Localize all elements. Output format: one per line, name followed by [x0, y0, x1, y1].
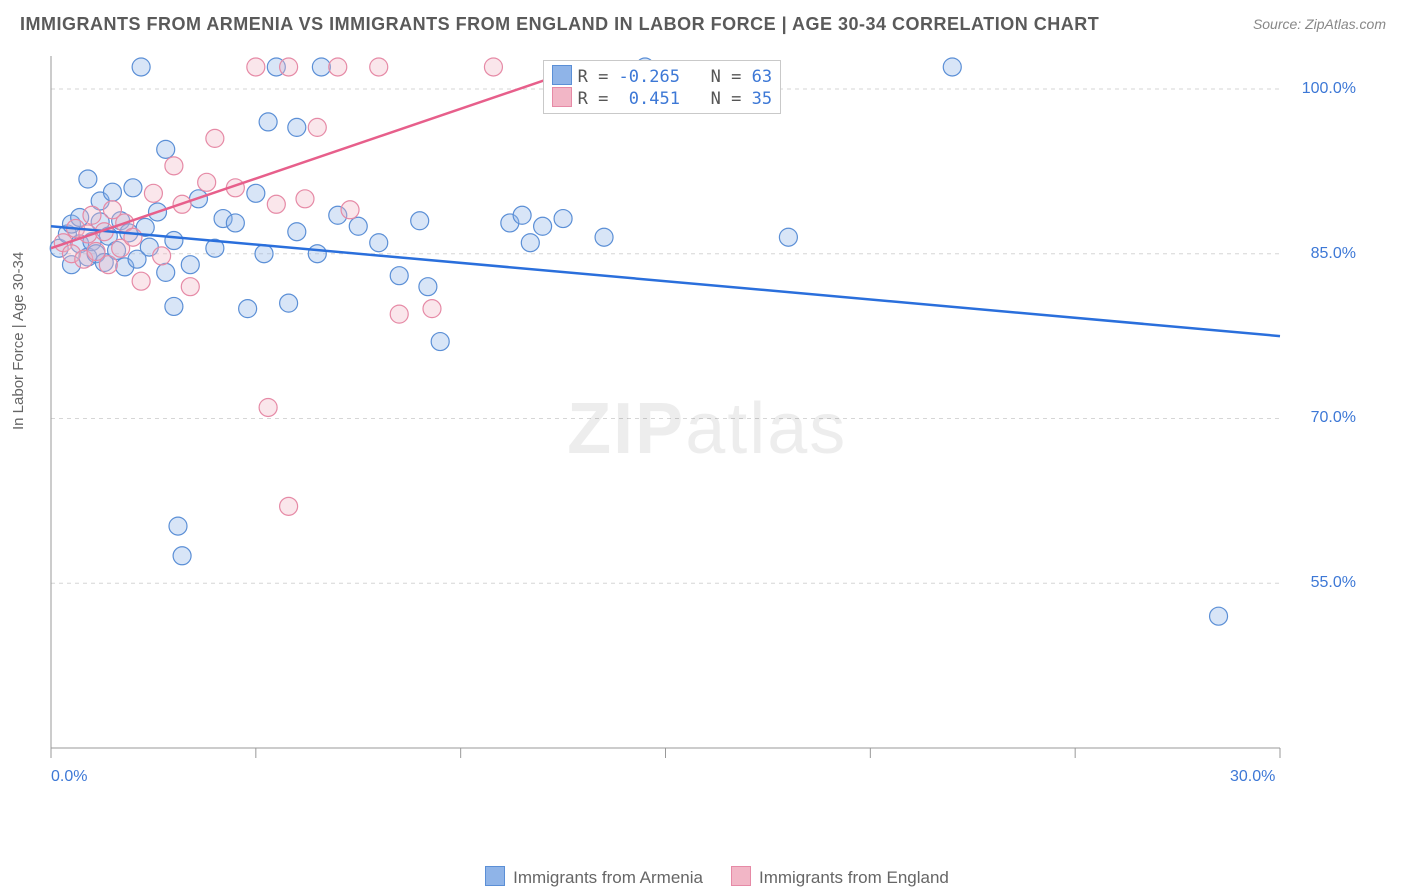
- chart-header: IMMIGRANTS FROM ARMENIA VS IMMIGRANTS FR…: [20, 14, 1386, 48]
- plot-area: ZIPatlas R = -0.265 N = 63R = 0.451 N = …: [45, 52, 1360, 808]
- x-tick-label: 0.0%: [51, 768, 87, 786]
- stat-row: R = -0.265 N = 63: [552, 65, 773, 87]
- legend-swatch: [552, 65, 572, 85]
- stat-row: R = 0.451 N = 35: [552, 87, 773, 109]
- legend-swatch: [485, 866, 505, 886]
- scatter-plot-svg: [45, 52, 1360, 808]
- legend-label: Immigrants from Armenia: [513, 868, 703, 887]
- y-axis-label: In Labor Force | Age 30-34: [10, 252, 27, 430]
- y-tick-label: 100.0%: [1286, 80, 1356, 98]
- x-tick-label: 30.0%: [1230, 768, 1275, 786]
- legend-swatch: [552, 87, 572, 107]
- chart-source: Source: ZipAtlas.com: [1253, 16, 1386, 32]
- y-tick-label: 85.0%: [1286, 245, 1356, 263]
- chart-title: IMMIGRANTS FROM ARMENIA VS IMMIGRANTS FR…: [20, 14, 1099, 34]
- legend-bottom: Immigrants from Armenia Immigrants from E…: [0, 866, 1406, 888]
- correlation-stats-box: R = -0.265 N = 63R = 0.451 N = 35: [543, 60, 782, 114]
- legend-swatch: [731, 866, 751, 886]
- legend-label: Immigrants from England: [759, 868, 949, 887]
- y-tick-label: 70.0%: [1286, 409, 1356, 427]
- y-tick-label: 55.0%: [1286, 574, 1356, 592]
